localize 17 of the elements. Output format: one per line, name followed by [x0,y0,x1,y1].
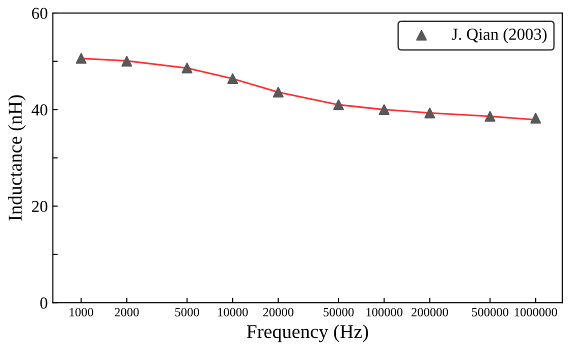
y-axis-title: Inductance (nH) [8,95,26,221]
x-tick-label: 200000 [412,308,448,316]
x-tick-label: 10000 [218,308,248,316]
x-tick-label: 100000 [366,308,402,316]
x-tick-label: 5000 [175,308,200,316]
y-tick-label: 40 [32,104,48,116]
x-tick-label: 1000 [70,308,94,316]
y-tick-label: 60 [32,8,48,19]
legend-label: J. Qian (2003) [452,28,547,44]
x-tick-label: 500000 [472,308,508,316]
x-tick-label: 20000 [263,308,294,316]
x-axis-title: Frequency (Hz) [246,324,368,342]
x-tick-label: 50000 [324,308,354,316]
y-tick-label: 0 [40,297,48,309]
x-tick-label: 1000000 [514,308,558,316]
x-tick-label: 2000 [114,308,139,316]
y-tick-label: 20 [32,200,48,212]
